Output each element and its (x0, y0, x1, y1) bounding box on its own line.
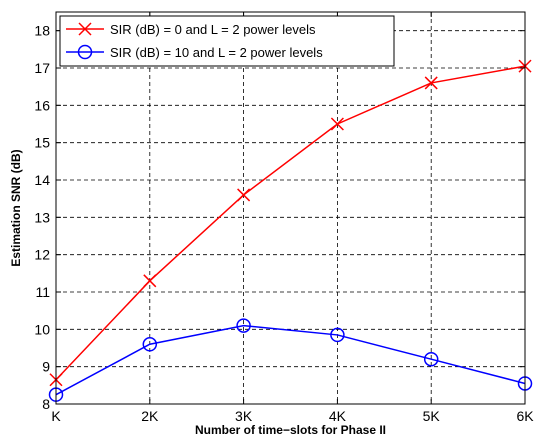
x-tick-label: 6K (516, 408, 534, 424)
x-tick-label: 5K (423, 408, 441, 424)
x-tick-label: 2K (141, 408, 159, 424)
y-tick-label: 11 (35, 284, 50, 300)
x-axis-label: Number of time−slots for Phase II (195, 423, 386, 437)
plot-frame (55, 11, 526, 405)
legend-label-2: SIR (dB) = 10 and L = 2 power levels (110, 45, 323, 60)
y-tick-label: 15 (34, 135, 50, 151)
series (48, 59, 533, 402)
data-point-2 (330, 327, 345, 343)
y-tick-label: 18 (34, 23, 50, 39)
legend-entry-1: SIR (dB) = 0 and L = 2 power levels (66, 22, 316, 37)
y-tick-label: 12 (34, 247, 50, 263)
x-tick-label: K (51, 408, 61, 424)
series-line-1 (55, 65, 526, 381)
data-point-2 (236, 318, 251, 333)
legend-label-1: SIR (dB) = 0 and L = 2 power levels (110, 22, 316, 37)
x-tick-label: 3K (235, 408, 253, 424)
legend-marker-shape (78, 22, 92, 36)
series-line-2 (55, 324, 526, 396)
data-point-2 (142, 337, 158, 352)
data-point-1 (237, 188, 251, 202)
legend: SIR (dB) = 0 and L = 2 power levels SIR … (59, 15, 395, 67)
tick-labels: K 2K 3K 4K 5K 6K 8 9 10 11 12 13 14 15 16 17 18 (34, 12, 534, 424)
data-point-2 (423, 351, 439, 367)
y-axis-label: Estimation SNR (dB) (9, 149, 23, 266)
y-tick-label: 17 (34, 60, 50, 76)
data-point-1 (143, 274, 157, 288)
y-tick-label: 8 (42, 396, 50, 412)
legend-box (59, 15, 395, 67)
legend-marker-2 (77, 44, 93, 60)
legend-marker-shape (77, 44, 93, 60)
y-tick-label: 16 (34, 97, 50, 113)
y-tick-label: 14 (34, 172, 50, 188)
legend-marker-1 (78, 22, 92, 36)
data-point-1 (424, 76, 438, 90)
x-tick-label: 4K (329, 408, 347, 424)
data-point-1 (330, 117, 344, 131)
y-tick-label: 13 (34, 209, 50, 225)
grid (56, 12, 525, 404)
y-tick-label: 9 (42, 359, 50, 375)
y-tick-label: 10 (34, 321, 50, 337)
legend-entry-2: SIR (dB) = 10 and L = 2 power levels (66, 44, 323, 60)
